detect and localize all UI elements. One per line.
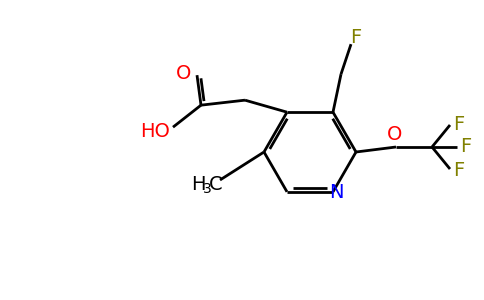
Text: F: F <box>460 137 471 157</box>
Text: F: F <box>454 160 465 179</box>
Text: O: O <box>176 64 192 83</box>
Text: O: O <box>387 125 403 145</box>
Text: 3: 3 <box>203 182 212 196</box>
Text: N: N <box>329 183 343 202</box>
Text: F: F <box>454 115 465 134</box>
Text: C: C <box>209 176 223 194</box>
Text: HO: HO <box>140 122 170 141</box>
Text: H: H <box>191 176 205 194</box>
Text: F: F <box>350 28 362 47</box>
